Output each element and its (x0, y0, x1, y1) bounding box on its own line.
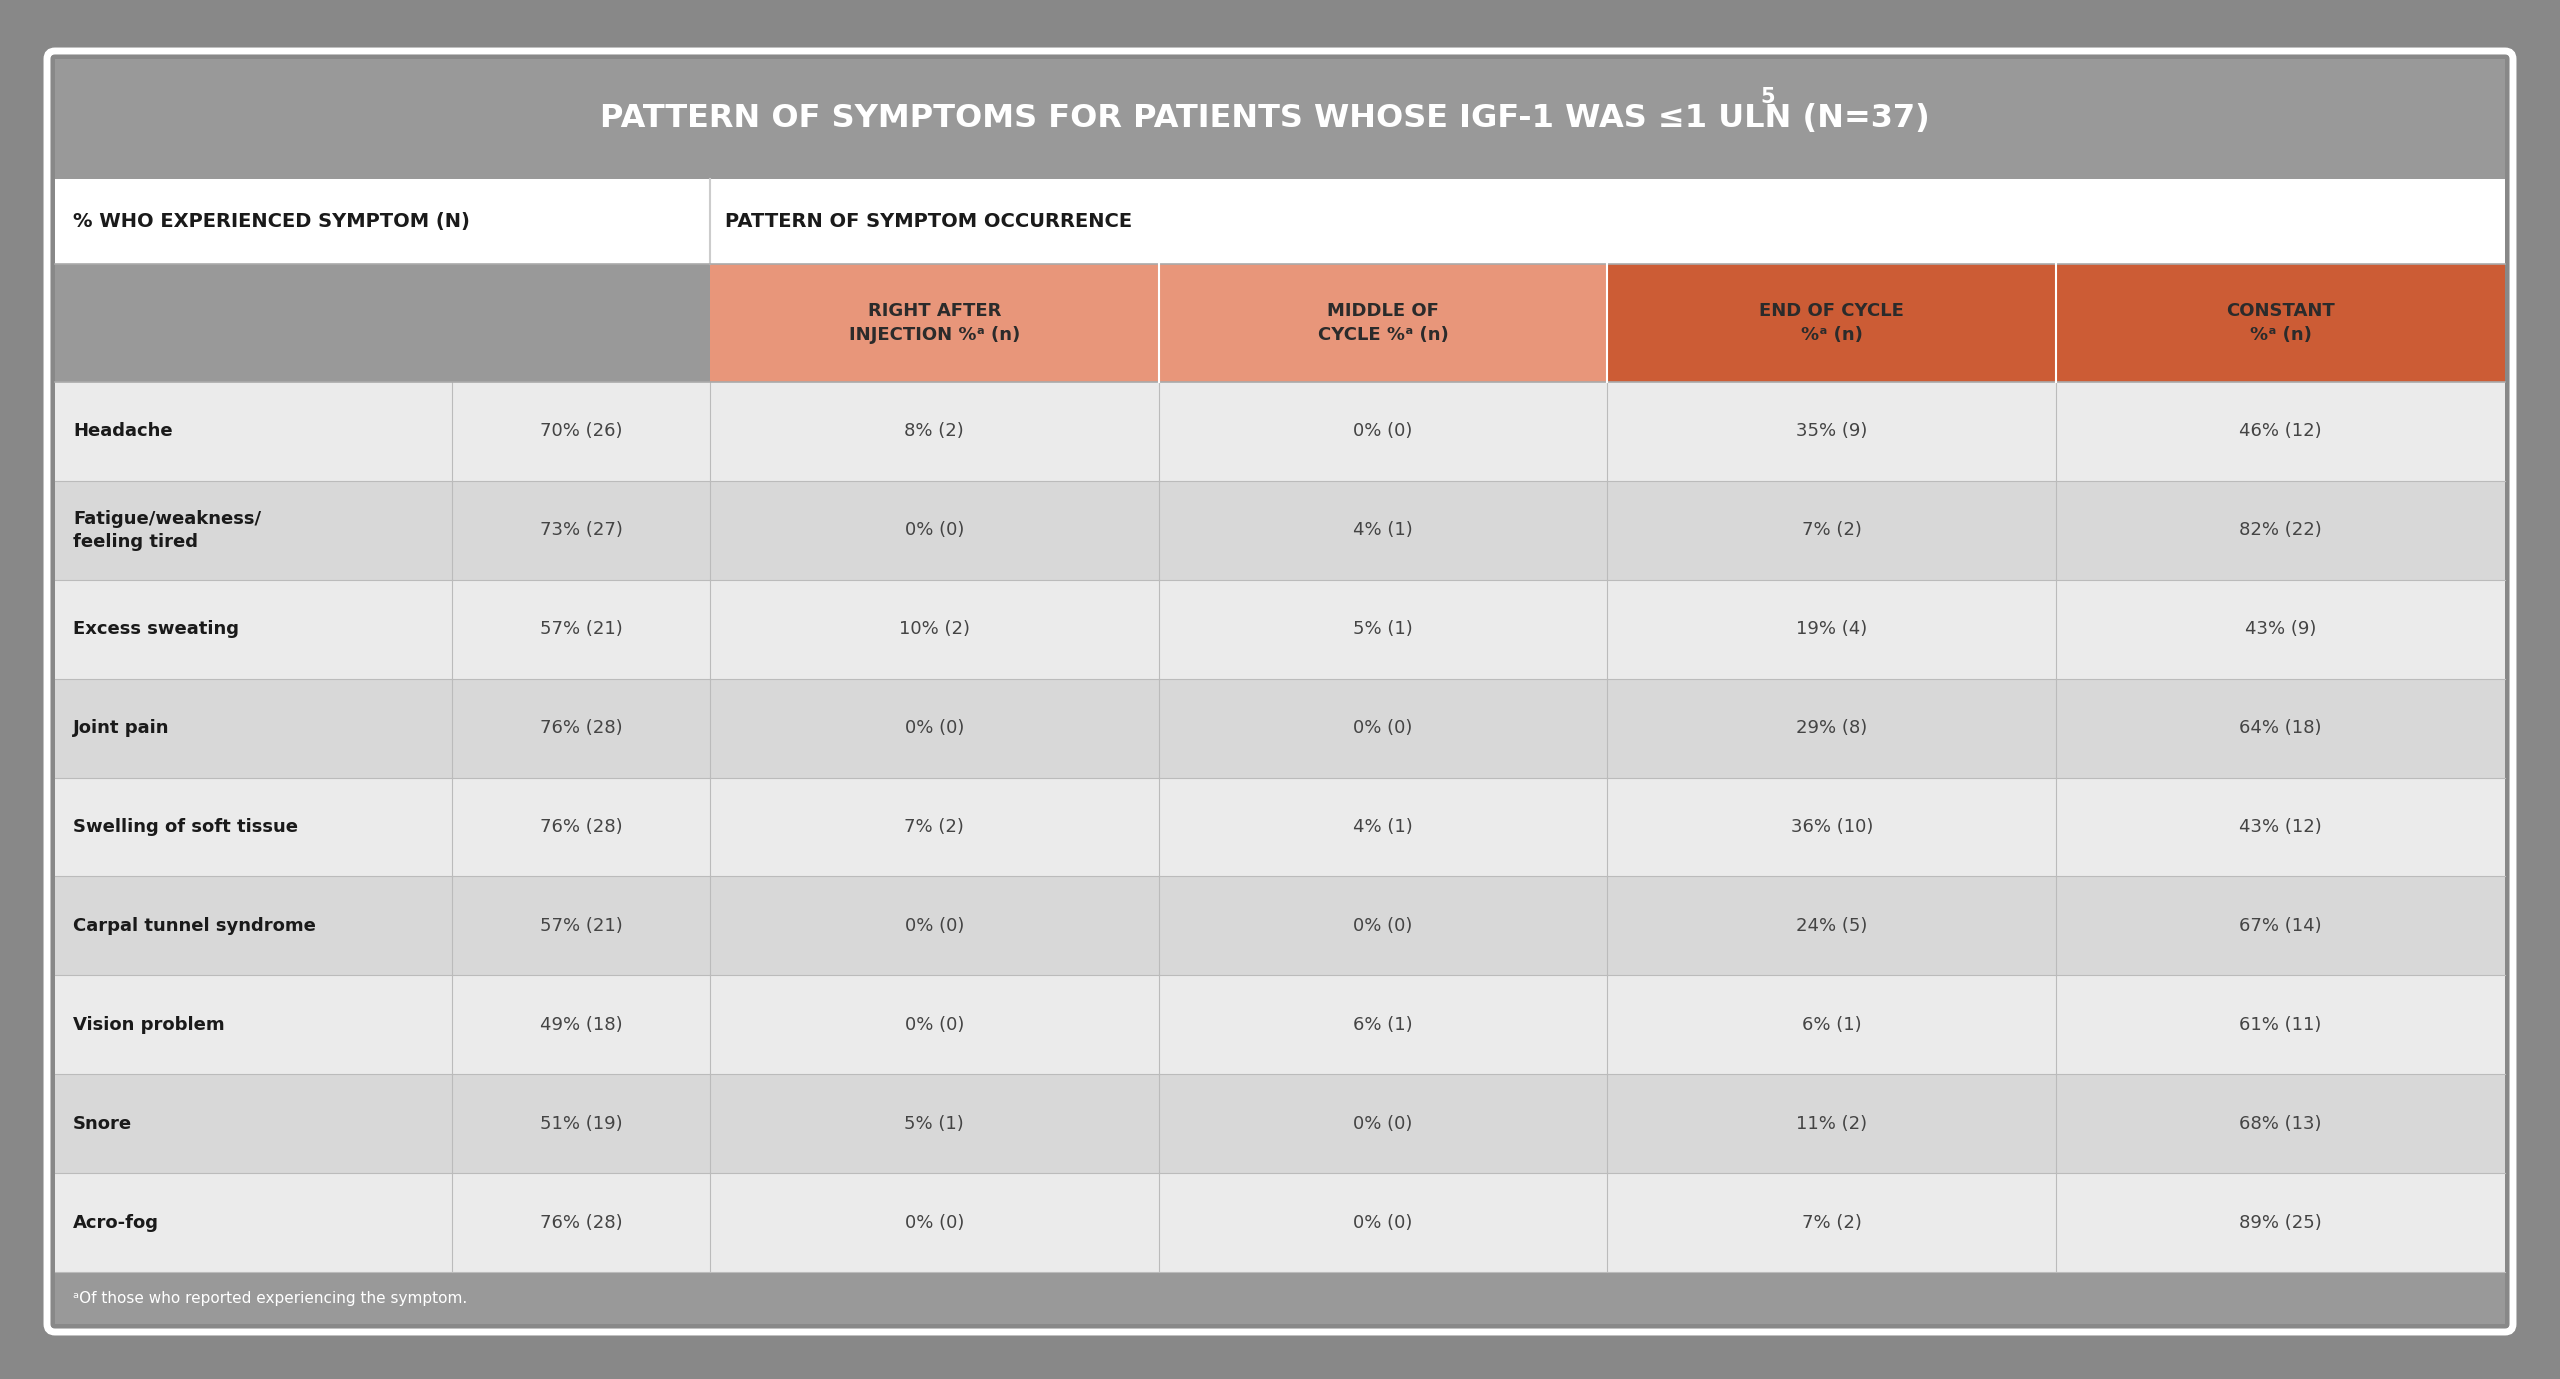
Text: CONSTANT
%ᵃ (n): CONSTANT %ᵃ (n) (2227, 302, 2335, 345)
Text: 0% (0): 0% (0) (1354, 718, 1413, 738)
Text: 6% (1): 6% (1) (1354, 1016, 1413, 1034)
Text: 67% (14): 67% (14) (2240, 917, 2322, 935)
Text: 29% (8): 29% (8) (1797, 718, 1866, 738)
Text: 4% (1): 4% (1) (1354, 521, 1413, 539)
Text: 64% (18): 64% (18) (2240, 718, 2322, 738)
Text: 35% (9): 35% (9) (1797, 422, 1866, 440)
Text: 0% (0): 0% (0) (904, 1214, 965, 1231)
Text: 61% (11): 61% (11) (2240, 1016, 2322, 1034)
Text: 7% (2): 7% (2) (1802, 1214, 1861, 1231)
Text: 70% (26): 70% (26) (540, 422, 622, 440)
Text: 7% (2): 7% (2) (1802, 521, 1861, 539)
Bar (54, 1271, 2506, 1324)
Bar (54, 263, 709, 382)
Text: 8% (2): 8% (2) (904, 422, 965, 440)
Text: Acro-fog: Acro-fog (74, 1214, 159, 1231)
Text: 46% (12): 46% (12) (2240, 422, 2322, 440)
Bar (54, 481, 2506, 579)
Text: 0% (0): 0% (0) (904, 1016, 965, 1034)
Text: RIGHT AFTER
INJECTION %ᵃ (n): RIGHT AFTER INJECTION %ᵃ (n) (847, 302, 1019, 345)
Bar (1160, 263, 1608, 382)
Text: 36% (10): 36% (10) (1789, 818, 1874, 836)
Text: 76% (28): 76% (28) (540, 718, 622, 738)
Text: 0% (0): 0% (0) (1354, 422, 1413, 440)
Text: Vision problem: Vision problem (74, 1016, 225, 1034)
Text: 24% (5): 24% (5) (1797, 917, 1866, 935)
Text: Carpal tunnel syndrome: Carpal tunnel syndrome (74, 917, 315, 935)
Bar (54, 1174, 2506, 1271)
Text: 51% (19): 51% (19) (540, 1114, 622, 1132)
Bar (54, 975, 2506, 1074)
Text: 10% (2): 10% (2) (899, 621, 970, 638)
Text: 0% (0): 0% (0) (904, 521, 965, 539)
Text: 82% (22): 82% (22) (2240, 521, 2322, 539)
Text: ᵃOf those who reported experiencing the symptom.: ᵃOf those who reported experiencing the … (74, 1291, 468, 1306)
Text: 43% (12): 43% (12) (2240, 818, 2322, 836)
Text: 6% (1): 6% (1) (1802, 1016, 1861, 1034)
Bar (54, 1074, 2506, 1174)
Text: 0% (0): 0% (0) (1354, 917, 1413, 935)
Text: PATTERN OF SYMPTOM OCCURRENCE: PATTERN OF SYMPTOM OCCURRENCE (724, 212, 1132, 232)
Text: 11% (2): 11% (2) (1797, 1114, 1866, 1132)
Bar (54, 59, 2506, 179)
Text: 0% (0): 0% (0) (1354, 1214, 1413, 1231)
Text: Swelling of soft tissue: Swelling of soft tissue (74, 818, 297, 836)
Bar (54, 678, 2506, 778)
Text: 5% (1): 5% (1) (904, 1114, 965, 1132)
Text: 0% (0): 0% (0) (904, 718, 965, 738)
Text: 73% (27): 73% (27) (540, 521, 622, 539)
Text: END OF CYCLE
%ᵃ (n): END OF CYCLE %ᵃ (n) (1759, 302, 1905, 345)
Text: 5% (1): 5% (1) (1354, 621, 1413, 638)
Text: PATTERN OF SYMPTOMS FOR PATIENTS WHOSE IGF-1 WAS ≤1 ULN (N=37): PATTERN OF SYMPTOMS FOR PATIENTS WHOSE I… (599, 103, 1930, 135)
Text: 68% (13): 68% (13) (2240, 1114, 2322, 1132)
Text: % WHO EXPERIENCED SYMPTOM (N): % WHO EXPERIENCED SYMPTOM (N) (74, 212, 471, 232)
Text: MIDDLE OF
CYCLE %ᵃ (n): MIDDLE OF CYCLE %ᵃ (n) (1318, 302, 1449, 345)
Text: 89% (25): 89% (25) (2240, 1214, 2322, 1231)
Bar (1608, 263, 2056, 382)
Text: 76% (28): 76% (28) (540, 1214, 622, 1231)
Text: 0% (0): 0% (0) (904, 917, 965, 935)
Text: 5: 5 (1761, 87, 1774, 108)
Text: 57% (21): 57% (21) (540, 917, 622, 935)
Bar (54, 179, 2506, 263)
Bar (2056, 263, 2506, 382)
Bar (54, 877, 2506, 975)
Text: Excess sweating: Excess sweating (74, 621, 238, 638)
Text: Joint pain: Joint pain (74, 718, 169, 738)
Text: 4% (1): 4% (1) (1354, 818, 1413, 836)
Text: 0% (0): 0% (0) (1354, 1114, 1413, 1132)
Bar (54, 778, 2506, 877)
Bar (709, 263, 1160, 382)
Text: Fatigue/weakness/
feeling tired: Fatigue/weakness/ feeling tired (74, 509, 261, 552)
Text: Snore: Snore (74, 1114, 133, 1132)
Text: 43% (9): 43% (9) (2245, 621, 2317, 638)
Bar (54, 579, 2506, 678)
Bar (54, 382, 2506, 481)
Text: 49% (18): 49% (18) (540, 1016, 622, 1034)
Text: 76% (28): 76% (28) (540, 818, 622, 836)
Text: Headache: Headache (74, 422, 172, 440)
Text: 19% (4): 19% (4) (1797, 621, 1866, 638)
Text: 57% (21): 57% (21) (540, 621, 622, 638)
Text: 7% (2): 7% (2) (904, 818, 965, 836)
